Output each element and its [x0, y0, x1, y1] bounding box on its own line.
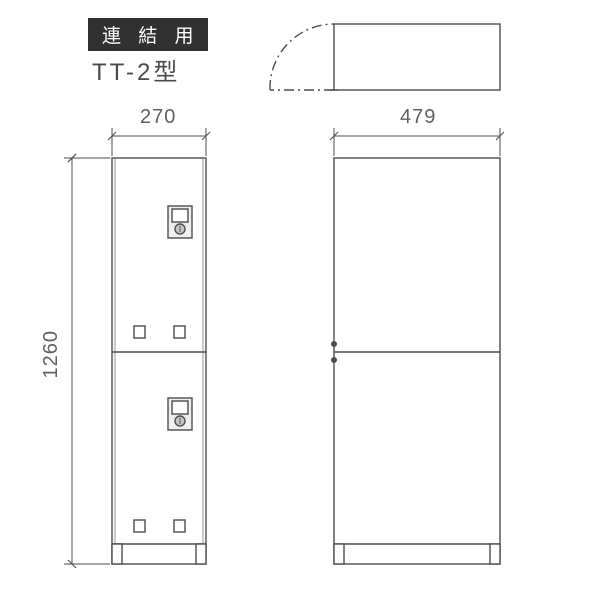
front-elevation: [112, 158, 206, 564]
side-elevation: [331, 158, 500, 564]
diagram-stage: 連 結 用 TT-2型 270 479 1260: [0, 0, 600, 600]
technical-drawing: [0, 0, 600, 600]
lock-upper: [168, 206, 192, 238]
lock-lower: [168, 398, 192, 430]
top-plan-view: [270, 0, 500, 90]
